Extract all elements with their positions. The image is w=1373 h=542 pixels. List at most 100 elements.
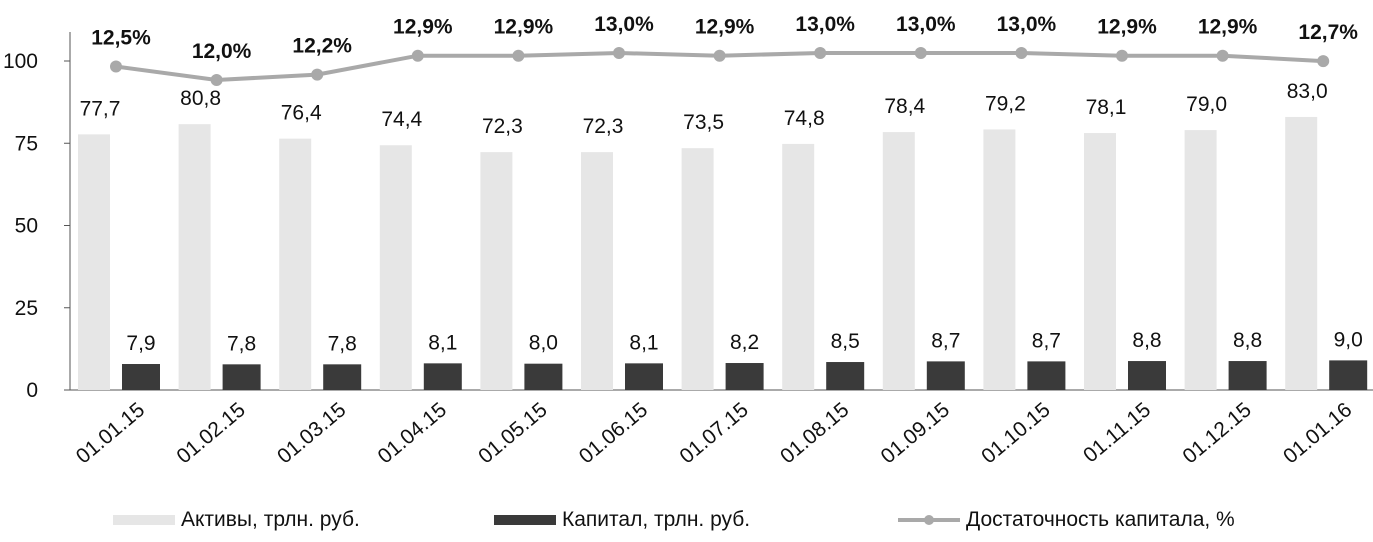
bar-capital — [524, 363, 563, 390]
data-label-capital: 9,0 — [1334, 328, 1363, 351]
data-label-assets: 72,3 — [583, 115, 624, 138]
data-label-adequacy: 12,0% — [192, 40, 252, 63]
x-tick-label: 01.05.15 — [474, 398, 551, 468]
data-label-capital: 7,8 — [227, 332, 256, 355]
data-label-adequacy: 12,5% — [91, 27, 151, 50]
x-tick-label: 01.07.15 — [675, 398, 752, 468]
x-tick-label: 01.01.16 — [1279, 398, 1356, 468]
bar-assets — [379, 145, 412, 390]
data-label-adequacy: 12,9% — [393, 16, 453, 39]
legend-swatch-capital — [494, 515, 556, 525]
data-label-assets: 80,8 — [180, 87, 221, 110]
bar-capital — [323, 364, 362, 390]
x-tick-label: 01.09.15 — [877, 398, 954, 468]
data-label-assets: 72,3 — [482, 115, 523, 138]
bar-assets — [681, 148, 714, 390]
data-label-capital: 8,1 — [629, 331, 658, 354]
bar-assets — [178, 124, 211, 390]
y-tick-label: 50 — [15, 215, 38, 238]
data-label-adequacy: 12,9% — [494, 16, 554, 39]
data-label-capital: 8,7 — [1032, 329, 1061, 352]
data-label-capital: 7,9 — [126, 332, 155, 355]
data-label-capital: 8,2 — [730, 331, 759, 354]
bar-assets — [581, 152, 613, 390]
data-label-capital: 8,8 — [1132, 329, 1161, 352]
bar-assets — [1285, 116, 1318, 391]
data-label-adequacy: 13,0% — [594, 13, 654, 36]
data-label-adequacy: 13,0% — [896, 13, 956, 36]
data-label-capital: 8,0 — [529, 332, 558, 355]
data-label-assets: 73,5 — [683, 111, 724, 134]
legend-label-assets: Активы, трлн. руб. — [181, 508, 360, 531]
bar-assets — [78, 134, 110, 390]
bar-assets — [983, 129, 1016, 390]
data-label-assets: 78,4 — [884, 95, 925, 118]
data-label-adequacy: 12,2% — [292, 35, 352, 58]
x-tick-label: 01.10.15 — [977, 398, 1054, 468]
y-tick-label: 0 — [26, 379, 38, 402]
point-adequacy — [1317, 55, 1330, 68]
point-adequacy — [814, 47, 827, 59]
point-adequacy — [512, 49, 525, 62]
data-label-adequacy: 12,7% — [1298, 21, 1358, 44]
bar-assets — [1184, 130, 1217, 390]
data-label-adequacy: 13,0% — [997, 13, 1057, 36]
point-adequacy — [411, 49, 424, 62]
data-label-adequacy: 12,9% — [695, 16, 755, 39]
bar-capital — [423, 363, 462, 390]
legend-item-capital: Капитал, трлн. руб. — [494, 508, 750, 532]
y-tick-label: 100 — [3, 50, 38, 73]
x-tick-label: 01.01.15 — [72, 398, 149, 468]
x-tick-label: 01.08.15 — [776, 398, 853, 468]
bar-capital — [122, 364, 160, 390]
x-tick-label: 01.02.15 — [172, 398, 249, 468]
bar-assets — [279, 138, 312, 390]
legend-item-adequacy: Достаточность капитала, % — [898, 508, 1235, 532]
bar-assets — [782, 143, 815, 390]
data-label-capital: 8,5 — [831, 330, 860, 353]
bar-capital — [625, 363, 663, 390]
data-label-adequacy: 12,9% — [1198, 16, 1258, 39]
point-adequacy — [713, 49, 726, 62]
point-adequacy — [914, 47, 927, 59]
point-adequacy — [613, 47, 625, 59]
bar-capital — [1329, 360, 1368, 390]
x-tick-label: 01.04.15 — [374, 398, 451, 468]
bar-capital — [1228, 361, 1267, 390]
bar-assets — [480, 152, 513, 390]
point-adequacy — [1015, 47, 1028, 59]
point-adequacy — [1216, 49, 1229, 62]
y-tick-label: 25 — [15, 297, 38, 320]
bar-assets — [1084, 133, 1116, 390]
data-label-assets: 78,1 — [1086, 96, 1127, 119]
data-label-assets: 79,0 — [1186, 93, 1227, 116]
y-tick-label: 75 — [15, 132, 38, 155]
x-tick-label: 01.03.15 — [273, 398, 350, 468]
data-label-assets: 76,4 — [281, 102, 322, 125]
legend-item-assets: Активы, трлн. руб. — [113, 508, 360, 532]
point-adequacy — [1116, 49, 1128, 62]
legend-label-capital: Капитал, трлн. руб. — [562, 508, 751, 531]
x-tick-label: 01.06.15 — [575, 398, 652, 468]
point-adequacy — [210, 74, 223, 86]
bar-capital — [826, 362, 865, 390]
bar-assets — [882, 132, 915, 390]
bar-capital — [222, 364, 261, 390]
data-label-adequacy: 13,0% — [795, 13, 855, 36]
data-label-capital: 8,8 — [1233, 329, 1262, 352]
bar-capital — [926, 361, 965, 390]
data-label-capital: 7,8 — [328, 332, 357, 355]
legend-label-adequacy: Достаточность капитала, % — [966, 508, 1235, 531]
x-tick-label: 01.11.15 — [1079, 398, 1155, 467]
bar-capital — [1128, 361, 1166, 390]
data-label-capital: 8,7 — [931, 329, 960, 352]
data-label-assets: 74,4 — [381, 108, 422, 131]
chart-legend: Активы, трлн. руб. Капитал, трлн. руб. Д… — [0, 508, 1373, 538]
legend-swatch-assets — [113, 515, 175, 525]
data-label-capital: 8,1 — [428, 331, 457, 354]
legend-swatch-adequacy — [898, 515, 960, 525]
point-adequacy — [311, 68, 324, 81]
data-label-assets: 79,2 — [985, 92, 1026, 115]
data-label-assets: 77,7 — [80, 97, 121, 120]
